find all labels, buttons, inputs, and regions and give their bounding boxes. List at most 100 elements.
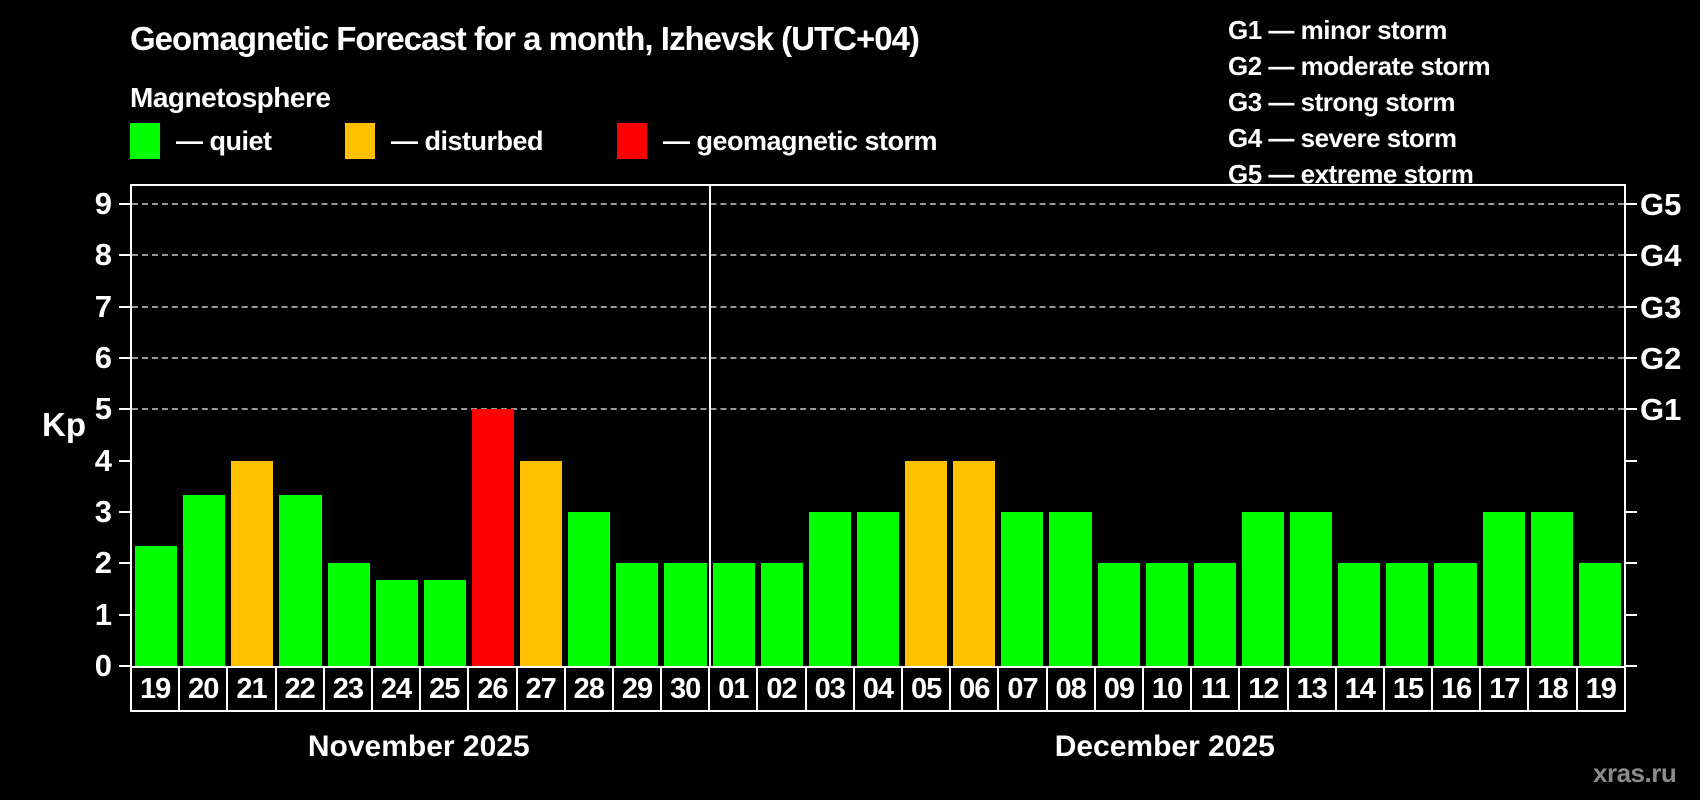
y-tick-left-2 — [119, 562, 130, 565]
day-label: 15 — [1382, 666, 1434, 712]
color-legend: — quiet — disturbed — geomagnetic storm — [0, 122, 1700, 160]
day-label: 06 — [949, 666, 1000, 712]
y-tick-label-7: 7 — [94, 288, 112, 324]
kp-bar-day-07 — [1001, 512, 1044, 666]
y-tick-right-2 — [1626, 562, 1637, 565]
kp-bar-day-19 — [135, 546, 178, 666]
gridline-kp7 — [132, 305, 1624, 308]
kp-bar-day-01 — [712, 563, 755, 666]
kp-bar-day-03 — [808, 512, 851, 666]
y-tick-label-1: 1 — [94, 596, 112, 632]
y-tick-left-0 — [119, 665, 130, 667]
kp-bar-day-22 — [279, 495, 322, 666]
y-tick-left-6 — [119, 356, 130, 359]
month-labels: November 2025 December 2025 — [130, 730, 1626, 770]
y-tick-label-0: 0 — [94, 648, 112, 683]
legend-item-quiet: — quiet — [130, 122, 272, 160]
storm-scale-legend: G1 — minor storm G2 — moderate storm G3 — … — [1228, 12, 1491, 192]
right-axis-label-G4: G4 — [1640, 238, 1682, 274]
kp-bar-day-16 — [1434, 563, 1477, 666]
legend-item-disturbed: — disturbed — [345, 122, 544, 160]
right-axis-label-G3: G3 — [1640, 289, 1682, 325]
day-label: 27 — [515, 666, 566, 712]
gridline-kp6 — [132, 356, 1624, 359]
right-axis-label-G2: G2 — [1640, 340, 1682, 376]
day-label: 13 — [1286, 666, 1337, 712]
disturbed-swatch — [345, 123, 375, 159]
day-label: 28 — [563, 666, 614, 712]
y-tick-right-1 — [1626, 613, 1637, 616]
kp-bar-day-15 — [1386, 563, 1429, 666]
day-label: 22 — [274, 666, 325, 712]
kp-bar-day-13 — [1290, 512, 1333, 666]
kp-bar-day-14 — [1338, 563, 1381, 666]
legend-label: — disturbed — [391, 125, 544, 156]
kp-bar-day-23 — [327, 563, 370, 666]
day-label: 10 — [1141, 666, 1193, 712]
y-tick-label-2: 2 — [94, 545, 112, 581]
day-label: 23 — [322, 666, 373, 712]
y-tick-left-5 — [119, 408, 130, 411]
y-tick-left-8 — [119, 254, 130, 257]
month-label-0: November 2025 — [307, 730, 530, 763]
day-label: 02 — [756, 666, 807, 712]
day-label: 04 — [852, 666, 903, 712]
gridline-kp5 — [132, 408, 1624, 411]
quiet-swatch — [130, 123, 160, 159]
kp-bar-day-10 — [1145, 563, 1188, 666]
y-tick-left-1 — [119, 613, 130, 616]
y-tick-right-4 — [1626, 459, 1637, 462]
plot-wrap: Kp 0 1 2 3 4 5 6 7 8 9 G1 G2 G3 G4 G5 — [42, 184, 1681, 682]
y-tick-right-7 — [1626, 305, 1637, 308]
day-label: 21 — [226, 666, 277, 712]
y-tick-label-8: 8 — [94, 237, 112, 273]
y-tick-label-6: 6 — [94, 339, 112, 375]
kp-bar-day-25 — [423, 580, 466, 666]
y-tick-left-7 — [119, 305, 130, 308]
right-axis-label-G1: G1 — [1640, 392, 1682, 428]
watermark: xras.ru — [1593, 758, 1677, 788]
kp-bar-day-30 — [664, 563, 707, 666]
plot-area — [130, 184, 1626, 668]
kp-bar-day-29 — [616, 563, 659, 666]
kp-bar-day-27 — [520, 460, 563, 666]
day-label: 11 — [1190, 666, 1241, 712]
y-tick-right-9 — [1626, 202, 1637, 205]
y-tick-right-6 — [1626, 356, 1637, 359]
legend-item-storm: — geomagnetic storm — [617, 122, 938, 160]
y-tick-left-4 — [119, 459, 130, 462]
legend-label: — quiet — [176, 125, 272, 156]
y-tick-label-3: 3 — [94, 493, 112, 529]
day-label: 17 — [1479, 666, 1530, 712]
kp-bar-day-24 — [375, 580, 418, 666]
day-label: 01 — [708, 666, 759, 712]
x-axis-day-labels: 19 20 21 22 23 24 25 26 27 28 29 30 01 02 03 04 05 06 07 08… — [130, 666, 1626, 712]
y-tick-right-8 — [1626, 254, 1637, 257]
day-label: 19 — [130, 666, 181, 712]
legend-label: — geomagnetic storm — [663, 125, 938, 156]
y-axis-title: Kp — [42, 406, 86, 443]
kp-bar-day-21 — [231, 460, 274, 666]
magnetosphere-subtitle: Magnetosphere — [130, 82, 331, 113]
day-label: 29 — [611, 666, 663, 712]
kp-bar-day-17 — [1482, 512, 1525, 666]
day-label: 07 — [997, 666, 1048, 712]
day-label: 03 — [804, 666, 855, 712]
day-label: 24 — [370, 666, 422, 712]
page-title: Geomagnetic Forecast for a month, Izhevs… — [130, 20, 920, 57]
day-label: 20 — [178, 666, 229, 712]
storm-scale-line: G1 — minor storm — [1228, 15, 1447, 45]
kp-bar-day-12 — [1241, 512, 1285, 666]
day-label: 30 — [660, 666, 711, 712]
kp-bar-day-04 — [856, 512, 900, 666]
kp-bar-day-05 — [905, 460, 948, 666]
month-label-1: December 2025 — [1054, 730, 1275, 763]
y-tick-label-9: 9 — [94, 185, 112, 221]
right-axis-label-G5: G5 — [1640, 186, 1682, 222]
month-divider-line — [708, 186, 711, 666]
y-tick-left-3 — [119, 510, 130, 513]
day-label: 25 — [419, 666, 470, 712]
y-tick-label-5: 5 — [94, 391, 112, 427]
gridline-kp8 — [132, 254, 1624, 257]
